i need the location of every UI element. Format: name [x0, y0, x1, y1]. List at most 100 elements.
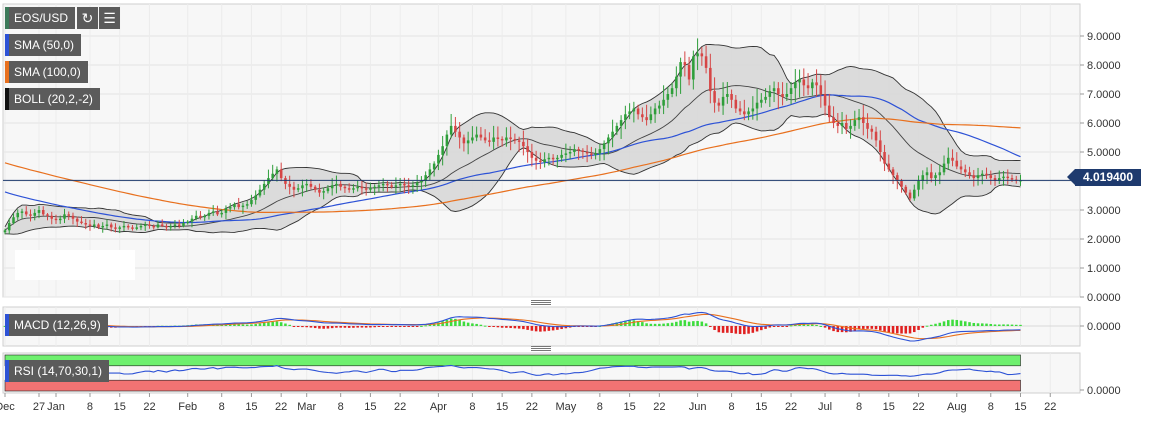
macd-histogram-bar	[466, 322, 470, 326]
history-icon: ☰	[103, 10, 116, 26]
candle-body	[602, 143, 606, 150]
history-button[interactable]: ☰	[99, 7, 120, 29]
candle-body	[262, 183, 266, 190]
candle-body	[985, 173, 988, 176]
candle-body	[203, 215, 206, 218]
y-tick-label: 3.0000	[1087, 205, 1121, 217]
rsi-tag[interactable]: RSI (14,70,30,1)	[5, 360, 110, 382]
x-tick-label: 22	[143, 401, 155, 413]
rsi-resize-handle[interactable]	[531, 346, 551, 352]
candle-body	[271, 173, 274, 179]
candle-body	[658, 105, 661, 109]
candle-body	[832, 117, 835, 123]
candle-body	[530, 152, 534, 158]
candle-body	[207, 212, 211, 216]
x-tick-label: 15	[755, 401, 767, 413]
candle-body	[564, 153, 568, 155]
candle-body	[458, 131, 461, 138]
macd-histogram-bar	[496, 326, 500, 328]
candle-body	[636, 108, 640, 115]
candle-body	[751, 108, 755, 112]
macd-histogram-bar	[500, 326, 504, 328]
y-tick-label: 9.0000	[1087, 31, 1121, 43]
macd-resize-handle[interactable]	[531, 300, 551, 306]
candle-body	[534, 157, 538, 161]
macd-tag[interactable]: MACD (12,26,9)	[5, 314, 108, 336]
macd-panel[interactable]: 0.0000	[2, 306, 1121, 347]
candle-body	[3, 230, 7, 233]
macd-histogram-bar	[823, 326, 827, 328]
bollinger-middle-line	[4, 85, 1021, 231]
macd-histogram-bar	[768, 326, 772, 328]
candle-body	[959, 166, 963, 170]
macd-histogram-bar	[611, 323, 614, 326]
macd-histogram-bar	[789, 325, 793, 327]
x-tick-label: 22	[912, 401, 924, 413]
x-tick-label: Apr	[430, 401, 447, 413]
x-tick-label: Mar	[297, 401, 316, 413]
macd-histogram-bar	[891, 326, 895, 334]
y-tick-label: 8.0000	[1087, 60, 1121, 72]
rsi-color-bar	[5, 360, 9, 382]
candle-body	[92, 224, 96, 226]
sma100-tag[interactable]: SMA (100,0)	[5, 61, 88, 83]
candle-body	[607, 137, 610, 144]
candle-body	[449, 125, 453, 135]
candle-body	[721, 96, 725, 106]
macd-histogram-bar	[360, 326, 364, 328]
candle-body	[547, 157, 551, 160]
macd-histogram-bar	[517, 326, 521, 329]
candle-body	[199, 215, 202, 218]
bollinger-lower-line	[4, 113, 1021, 235]
candle-body	[560, 154, 563, 158]
candle-body	[75, 218, 79, 222]
macd-histogram-bar	[658, 323, 661, 326]
candle-body	[228, 207, 232, 209]
macd-histogram-bar	[454, 318, 457, 326]
x-tick-label: May	[555, 401, 576, 413]
x-tick-label: 15	[364, 401, 376, 413]
candle-body	[211, 211, 215, 213]
macd-histogram-bar	[632, 320, 636, 326]
refresh-button[interactable]: ↻	[77, 7, 98, 29]
candle-body	[360, 186, 364, 189]
candle-body	[105, 224, 109, 226]
candle-body	[874, 131, 878, 141]
macd-histogram-bar	[700, 321, 704, 326]
macd-histogram-bar	[551, 326, 555, 331]
candle-body	[951, 157, 954, 161]
macd-histogram-bar	[798, 324, 801, 326]
candle-body	[279, 169, 283, 179]
candle-body	[305, 183, 308, 186]
macd-histogram-bar	[369, 326, 372, 328]
candle-body	[734, 99, 738, 109]
macd-histogram-bar	[471, 323, 474, 326]
candle-body	[687, 65, 691, 80]
y-tick-label: 5.0000	[1087, 147, 1121, 159]
rsi-panel[interactable]: 0.0000	[2, 352, 1121, 397]
sma50-label: SMA (50,0)	[14, 38, 75, 52]
candle-body	[666, 94, 670, 100]
candle-body	[24, 211, 28, 215]
macd-histogram-bar	[284, 323, 287, 326]
candle-body	[339, 183, 342, 187]
candle-body	[224, 208, 228, 213]
macd-histogram-bar	[233, 324, 236, 326]
x-tick-label: Dec	[0, 401, 15, 413]
macd-histogram-bar	[326, 326, 330, 329]
price-panel[interactable]: 9.00008.00007.00006.00005.00004.00003.00…	[2, 3, 1121, 304]
candle-body	[930, 172, 933, 179]
candle-body	[483, 137, 487, 141]
boll-tag[interactable]: BOLL (20,2,-2)	[5, 88, 100, 110]
macd-histogram-bar	[1002, 324, 1005, 326]
candle-body	[12, 217, 15, 224]
sma50-tag[interactable]: SMA (50,0)	[5, 34, 82, 56]
x-tick-label: 27	[33, 401, 45, 413]
candle-body	[670, 88, 674, 94]
candle-body	[377, 185, 381, 187]
macd-histogram-bar	[811, 324, 814, 326]
macd-histogram-bar	[887, 326, 891, 333]
x-tick-label: Feb	[178, 401, 197, 413]
symbol-tag[interactable]: EOS/USD	[5, 7, 76, 29]
macd-histogram-bar	[271, 321, 274, 326]
